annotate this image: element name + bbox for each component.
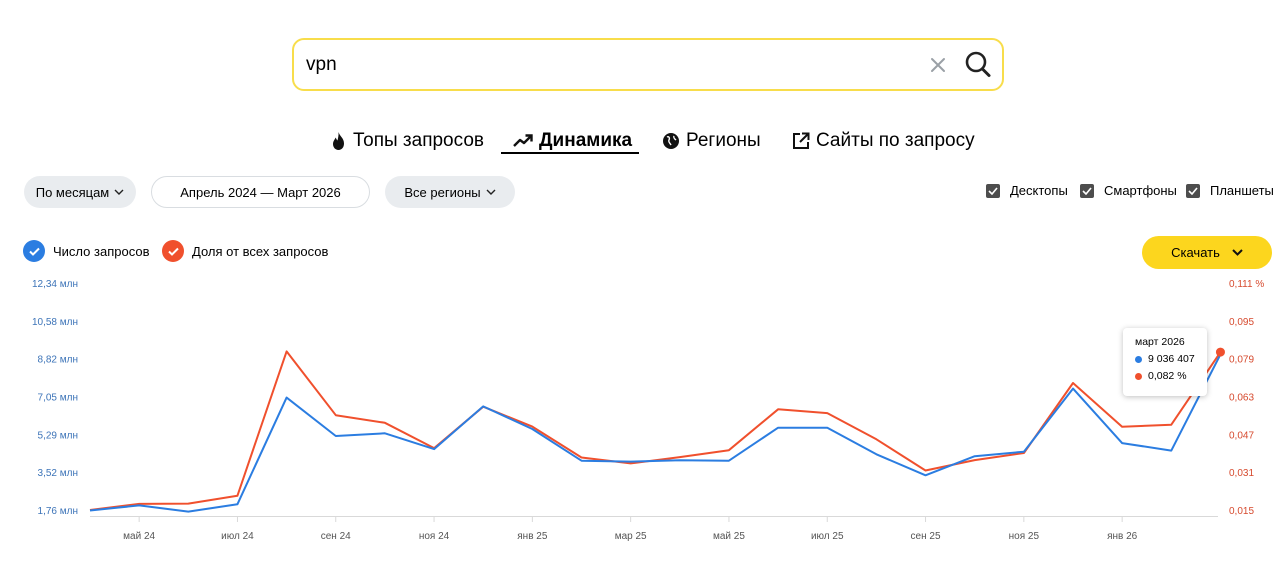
checkbox-icon xyxy=(1186,183,1200,198)
y-right-tick-label: 0,063 xyxy=(1229,393,1254,404)
checkbox-smartphones[interactable]: Смартфоны xyxy=(1080,183,1177,198)
search-icon[interactable] xyxy=(964,50,992,80)
tab-tops-label: Топы запросов xyxy=(353,130,484,151)
y-right-tick-label: 0,111 % xyxy=(1229,279,1264,290)
x-tick-label: сен 24 xyxy=(321,531,351,542)
tooltip-share-marker xyxy=(1135,372,1142,380)
checkbox-icon xyxy=(1080,183,1094,198)
tooltip-count: 9 036 407 xyxy=(1148,353,1195,365)
globe-icon xyxy=(663,133,679,149)
legend-toggle-share[interactable]: Доля от всех запросов xyxy=(162,240,328,262)
search-input[interactable] xyxy=(306,52,906,78)
y-right-tick-label: 0,079 xyxy=(1229,355,1254,366)
download-label: Скачать xyxy=(1171,245,1220,260)
check-icon xyxy=(162,240,184,262)
share-highlight-point xyxy=(1215,347,1225,357)
x-tick-label: сен 25 xyxy=(911,531,941,542)
active-tab-indicator xyxy=(501,152,639,154)
x-tick-label: май 24 xyxy=(123,531,155,542)
period-dropdown[interactable]: По месяцам xyxy=(24,176,136,208)
dynamics-chart: 1,76 млн 3,52 млн 5,29 млн 7,05 млн 8,82 млн… xyxy=(32,279,1264,542)
y-left-tick-label: 10,58 млн xyxy=(32,317,78,328)
share-series-line xyxy=(89,350,1222,511)
clear-icon[interactable] xyxy=(927,54,949,76)
tabs-nav: Топы запросов Динамика Регионы Сайты по … xyxy=(0,126,1280,166)
period-label: По месяцам xyxy=(35,184,110,200)
tab-sites-label: Сайты по запросу xyxy=(816,130,975,151)
date-range-label: Апрель 2024 — Март 2026 xyxy=(180,184,341,200)
tab-dynamics[interactable]: Динамика xyxy=(513,126,632,156)
trend-icon xyxy=(513,134,533,147)
tab-dynamics-label: Динамика xyxy=(539,130,633,151)
y-left-tick-label: 7,05 млн xyxy=(38,393,78,404)
legend-share-label: Доля от всех запросов xyxy=(192,243,329,259)
count-series-line xyxy=(89,353,1222,513)
region-label: Все регионы xyxy=(404,184,481,200)
download-button[interactable]: Скачать xyxy=(1142,236,1272,269)
x-tick-label: мар 25 xyxy=(615,531,647,542)
y-left-tick-label: 1,76 млн xyxy=(38,506,78,517)
search-box[interactable] xyxy=(292,38,1004,91)
y-left-tick-label: 3,52 млн xyxy=(38,468,78,479)
legend-count-label: Число запросов xyxy=(53,243,150,259)
region-dropdown[interactable]: Все регионы xyxy=(385,176,515,208)
x-tick-label: янв 25 xyxy=(517,531,548,542)
y-right-tick-label: 0,015 xyxy=(1229,506,1254,517)
tooltip-month: март 2026 xyxy=(1135,336,1185,348)
x-tick-label: янв 26 xyxy=(1107,531,1138,542)
tab-tops[interactable]: Топы запросов xyxy=(330,126,484,156)
date-range-picker[interactable]: Апрель 2024 — Март 2026 xyxy=(151,176,370,208)
tab-regions-label: Регионы xyxy=(686,130,761,151)
checkbox-tablets[interactable]: Планшеты xyxy=(1186,183,1274,198)
tab-regions[interactable]: Регионы xyxy=(662,126,761,156)
external-link-icon xyxy=(793,132,810,149)
legend-toggle-count[interactable]: Число запросов xyxy=(23,240,149,262)
checkbox-icon xyxy=(986,183,1000,198)
x-tick-label: июл 24 xyxy=(221,531,254,542)
y-left-tick-label: 5,29 млн xyxy=(38,430,78,441)
fire-icon xyxy=(333,132,344,150)
x-tick-label: июл 25 xyxy=(811,531,844,542)
checkbox-tablets-label: Планшеты xyxy=(1210,183,1274,198)
checkbox-desktops[interactable]: Десктопы xyxy=(986,183,1068,198)
y-right-tick-label: 0,047 xyxy=(1229,430,1254,441)
checkbox-desktops-label: Десктопы xyxy=(1010,183,1068,198)
chevron-down-icon xyxy=(486,189,496,195)
checkbox-smartphones-label: Смартфоны xyxy=(1104,183,1177,198)
x-tick-label: ноя 24 xyxy=(419,531,450,542)
chart-tooltip: март 2026 9 036 407 0,082 % xyxy=(1123,328,1207,396)
chevron-down-icon xyxy=(114,189,124,195)
y-right-tick-label: 0,031 xyxy=(1229,468,1254,479)
tooltip-share: 0,082 % xyxy=(1148,370,1187,382)
tab-sites[interactable]: Сайты по запросу xyxy=(792,126,975,156)
x-tick-label: ноя 25 xyxy=(1009,531,1040,542)
chevron-down-icon xyxy=(1232,249,1243,256)
tooltip-count-marker xyxy=(1135,355,1142,363)
check-icon xyxy=(23,240,45,262)
y-left-tick-label: 12,34 млн xyxy=(32,279,78,290)
y-left-tick-label: 8,82 млн xyxy=(38,355,78,366)
y-right-tick-label: 0,095 xyxy=(1229,317,1254,328)
x-tick-label: май 25 xyxy=(713,531,745,542)
